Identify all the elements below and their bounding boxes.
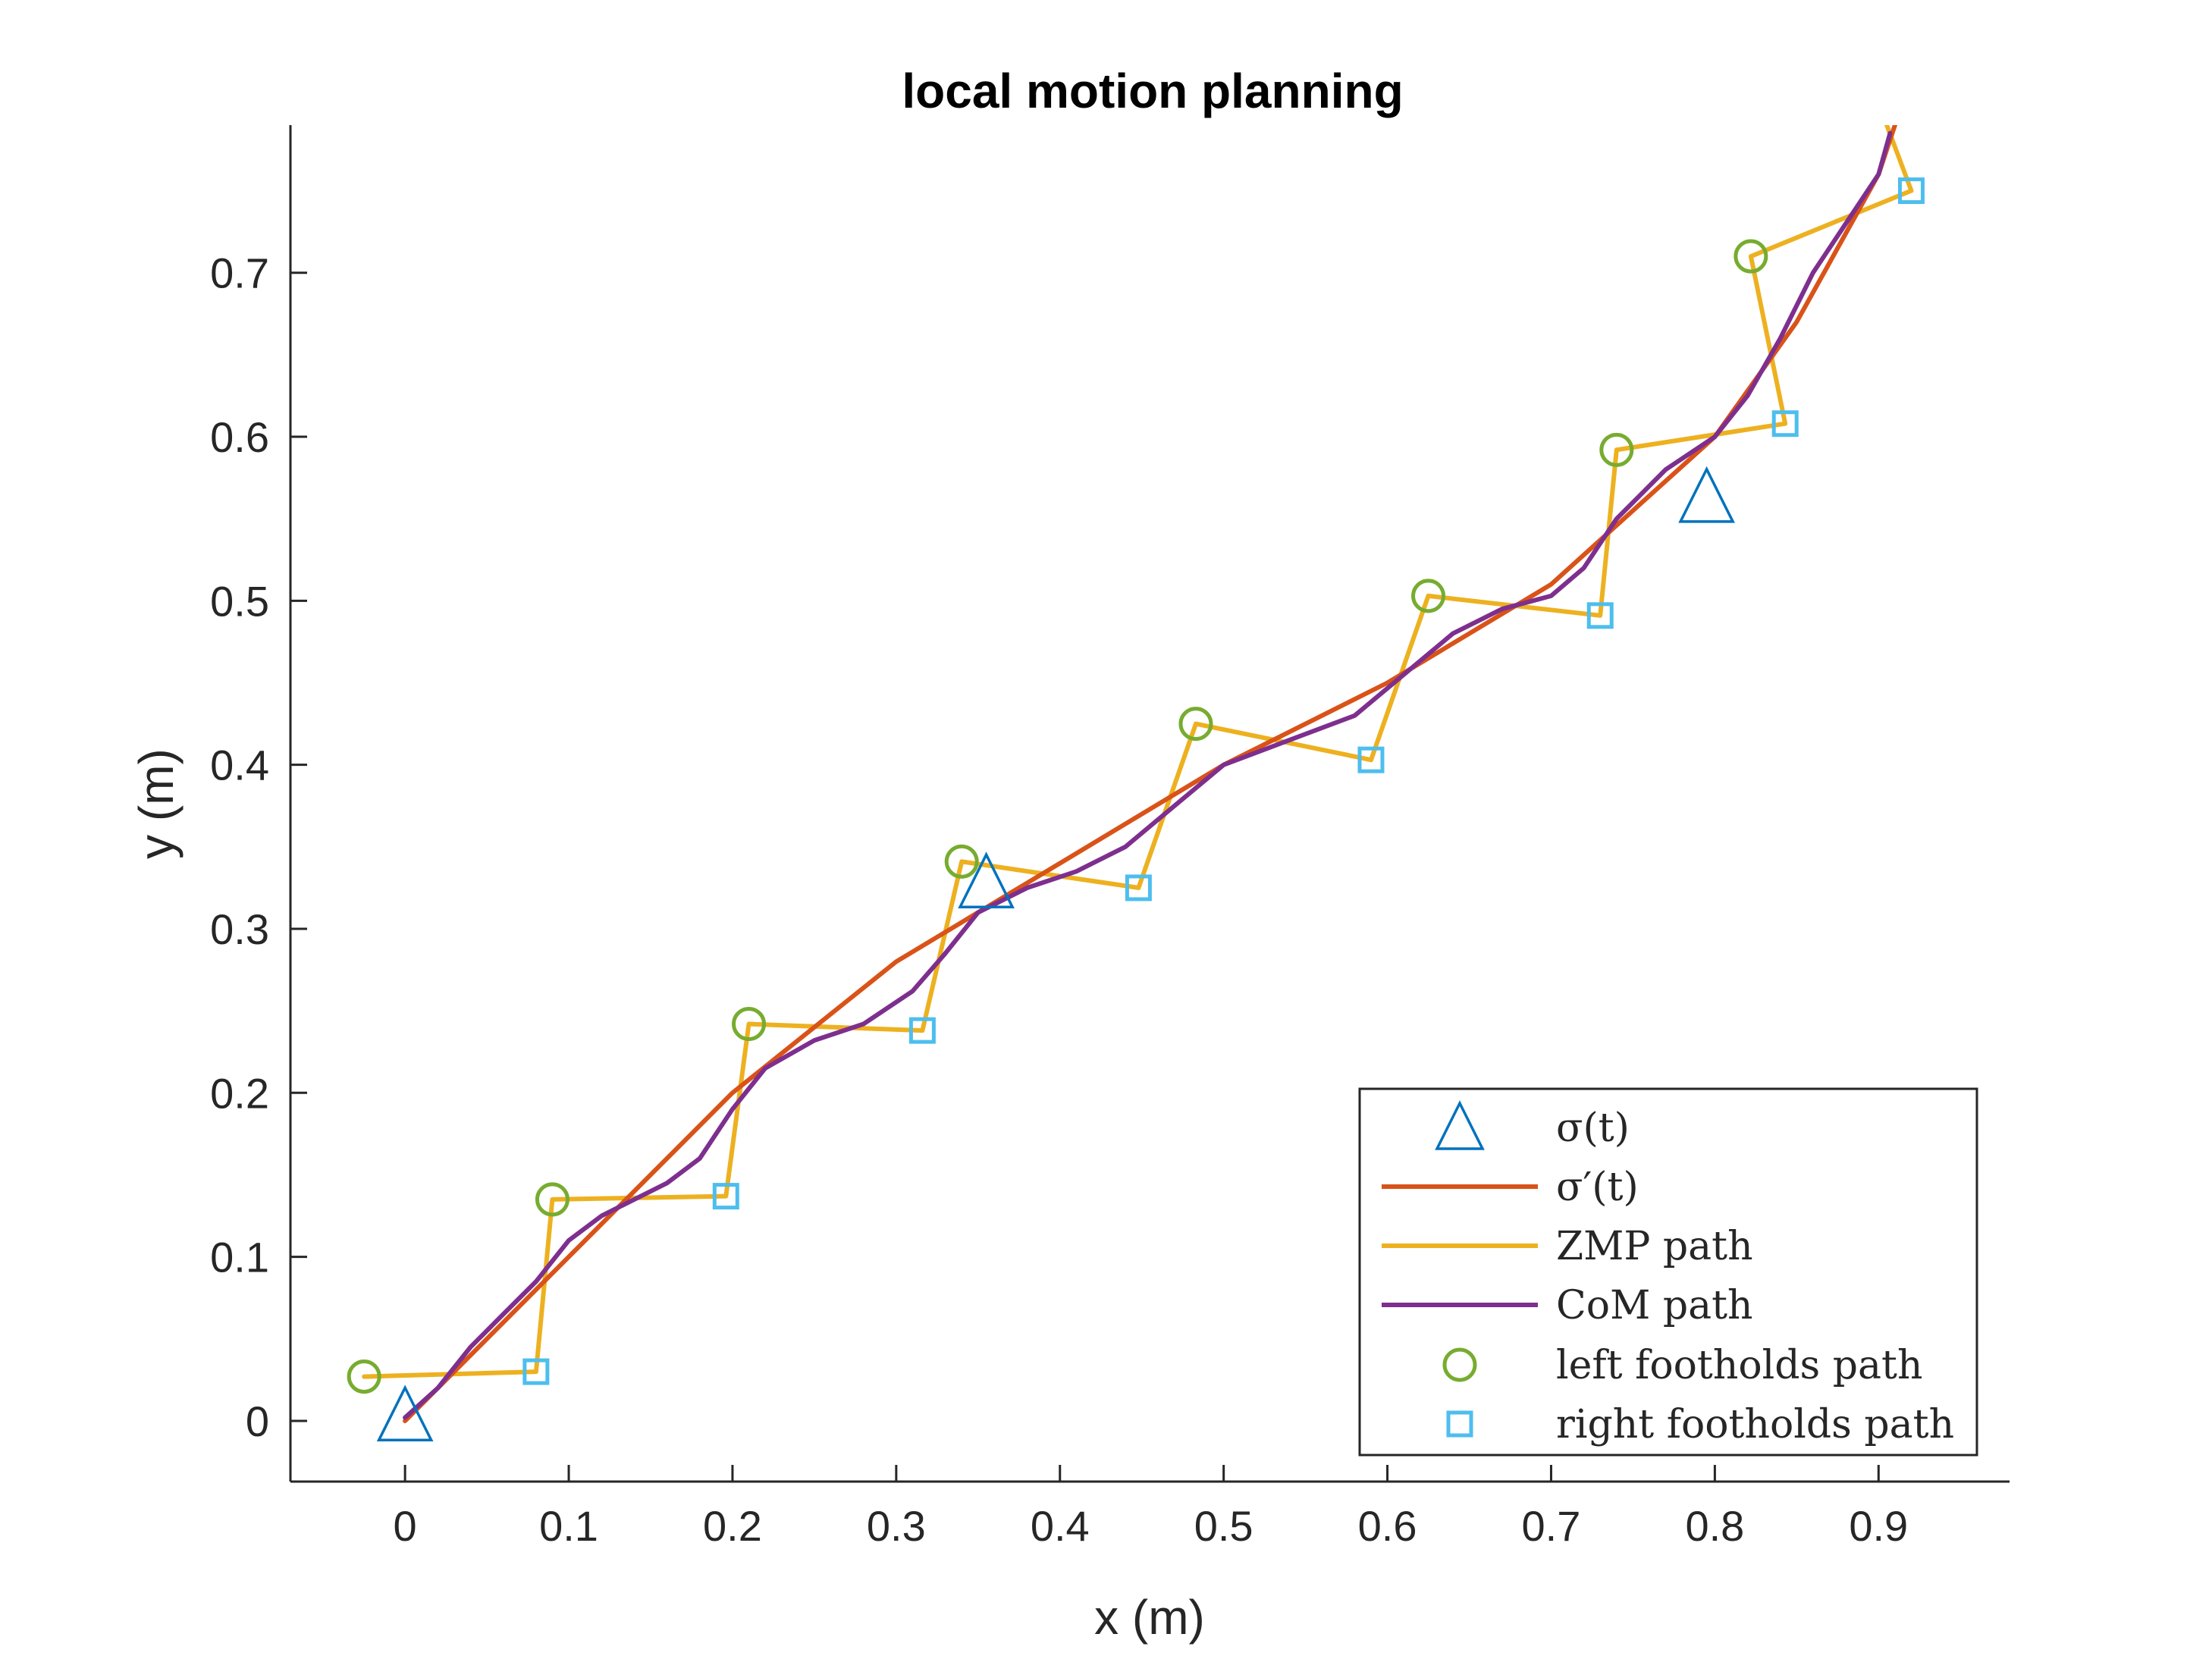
y-tick-label: 0.4 (210, 742, 269, 789)
right-footholds-marker (908, 1017, 936, 1044)
com-path-series (403, 130, 1893, 1420)
legend: σ(t) σ′(t) ZMP path CoM path left footholds … (1358, 1087, 1978, 1457)
x-tick-label: 0.3 (867, 1502, 926, 1550)
zmp-path-series (362, 125, 1914, 1379)
legend-label-sigma: σ(t) (1556, 1105, 1630, 1151)
right-footholds-marker (1586, 602, 1614, 629)
plot-area (347, 125, 1925, 1442)
left-footholds-marker (1599, 432, 1634, 467)
x-tick-label: 0.8 (1685, 1502, 1744, 1550)
y-tick-label: 0.2 (210, 1069, 269, 1117)
y-tick-label: 0.6 (210, 413, 269, 461)
left-footholds-marker (732, 1006, 767, 1041)
sigma-marker (958, 851, 1015, 908)
legend-label-left-footholds: left footholds path (1556, 1343, 1922, 1388)
y-tick-label: 0.5 (210, 577, 269, 625)
y-tick-label: 0 (246, 1397, 269, 1445)
left-footholds-series (347, 239, 1768, 1394)
zmp-path-line (362, 125, 1914, 1379)
y-axis-label: y (m) (129, 748, 184, 859)
chart-title: local motion planning (902, 64, 1403, 118)
legend-label-sigma-prime: σ′(t) (1556, 1165, 1639, 1210)
x-tick-label: 0.7 (1522, 1502, 1581, 1550)
left-footholds-marker (347, 1360, 381, 1394)
legend-label-com-path: CoM path (1556, 1283, 1753, 1328)
sigma-marker (1678, 466, 1735, 523)
right-footholds-marker (712, 1183, 739, 1210)
x-axis-label: x (m) (1094, 1590, 1205, 1645)
legend-swatch-right-footholds (1446, 1410, 1473, 1438)
legend-swatch-left-footholds (1442, 1347, 1477, 1382)
right-footholds-marker (522, 1358, 550, 1385)
sigma-marker (376, 1385, 434, 1442)
left-footholds-marker (1178, 707, 1213, 742)
left-footholds-marker (535, 1182, 569, 1217)
sigma-series (376, 466, 1735, 1442)
left-footholds-marker (1411, 579, 1446, 613)
x-tick-label: 0.6 (1358, 1502, 1417, 1550)
left-footholds-marker (944, 844, 979, 879)
com-path-line (403, 130, 1893, 1420)
x-tick-label: 0.2 (703, 1502, 762, 1550)
x-tick-label: 0.1 (539, 1502, 598, 1550)
sigma-prime-series (403, 125, 1897, 1423)
right-footholds-marker (1357, 746, 1385, 773)
legend-box (1358, 1087, 1978, 1457)
left-footholds-marker (1734, 239, 1768, 274)
x-tick-label: 0.9 (1849, 1502, 1908, 1550)
y-tick-label: 0.1 (210, 1234, 269, 1281)
x-tick-label: 0.4 (1031, 1502, 1090, 1550)
y-tick-label: 0.7 (210, 249, 269, 297)
legend-label-right-footholds: right footholds path (1556, 1402, 1954, 1447)
axes (289, 125, 2010, 1483)
legend-swatch-sigma (1435, 1100, 1485, 1150)
sigma-prime-line (403, 125, 1897, 1423)
ticks: 0 0.1 0.2 0.3 0.4 0.5 0.6 0.7 0.8 0.9 0 0.1 0.2 0.3 0.… (210, 249, 1908, 1550)
right-footholds-marker (1897, 177, 1925, 205)
right-footholds-series (522, 177, 1925, 1385)
right-footholds-marker (1125, 874, 1152, 902)
legend-label-zmp-path: ZMP path (1556, 1224, 1753, 1269)
right-footholds-marker (1771, 410, 1799, 437)
y-tick-label: 0.3 (210, 905, 269, 953)
x-tick-label: 0 (394, 1502, 417, 1550)
x-tick-label: 0.5 (1194, 1502, 1253, 1550)
